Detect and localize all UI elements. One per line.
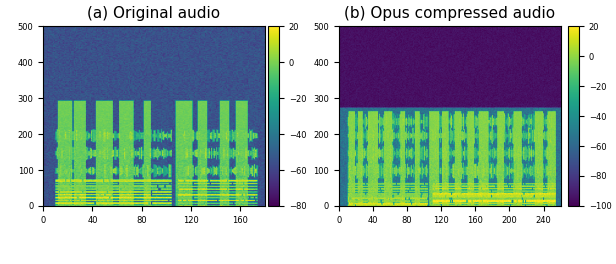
Title: (b) Opus compressed audio: (b) Opus compressed audio — [344, 6, 555, 21]
Title: (a) Original audio: (a) Original audio — [87, 6, 221, 21]
